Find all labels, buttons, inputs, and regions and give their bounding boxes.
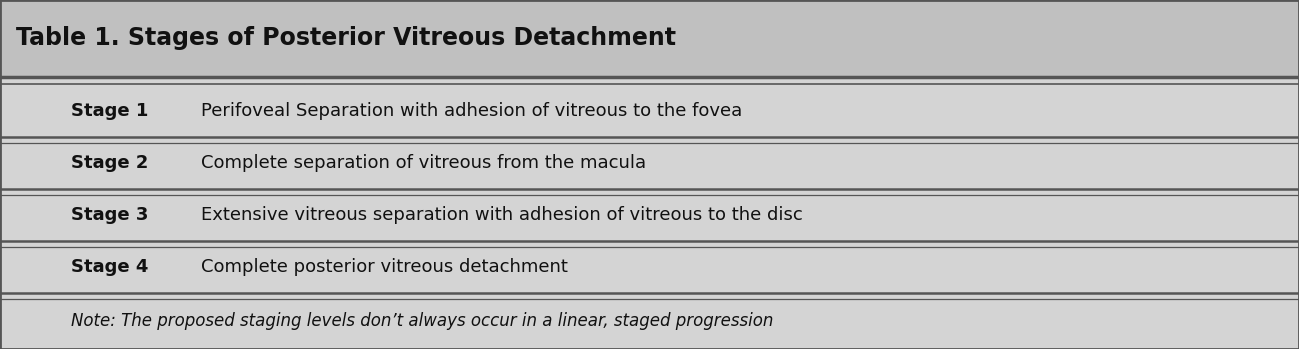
Text: Stage 4: Stage 4 [71,258,149,276]
Text: Stage 2: Stage 2 [71,154,149,172]
Text: Stage 1: Stage 1 [71,102,149,120]
FancyBboxPatch shape [0,0,1299,77]
Text: Complete posterior vitreous detachment: Complete posterior vitreous detachment [201,258,568,276]
Text: Table 1. Stages of Posterior Vitreous Detachment: Table 1. Stages of Posterior Vitreous De… [16,27,675,50]
Text: Stage 3: Stage 3 [71,206,149,224]
Text: Complete separation of vitreous from the macula: Complete separation of vitreous from the… [201,154,647,172]
Text: Perifoveal Separation with adhesion of vitreous to the fovea: Perifoveal Separation with adhesion of v… [201,102,743,120]
Text: Extensive vitreous separation with adhesion of vitreous to the disc: Extensive vitreous separation with adhes… [201,206,803,224]
Text: Note: The proposed staging levels don’t always occur in a linear, staged progres: Note: The proposed staging levels don’t … [71,312,774,330]
